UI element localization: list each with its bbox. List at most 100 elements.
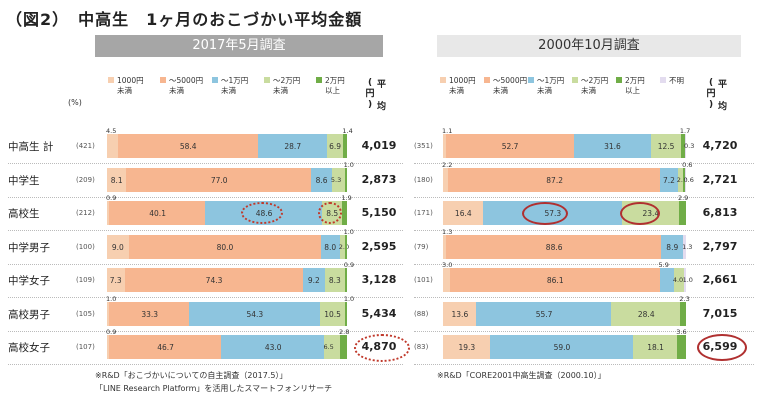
legend-swatch <box>264 77 270 83</box>
legend-label: ～1万円 未満 <box>221 76 248 96</box>
highlight-ring <box>354 334 410 362</box>
row-label: 高校男子 <box>8 308 50 321</box>
row-divider <box>8 297 403 298</box>
stacked-bar: 4.5 58.4 28.7 6.9 1.4 <box>106 127 353 158</box>
yen-close-paren: ) <box>708 100 714 110</box>
row-sample-size: (105) <box>76 309 95 318</box>
bar-segment <box>257 134 327 158</box>
row-divider <box>8 163 403 164</box>
right-survey-header: 2000年10月調査 <box>437 35 741 57</box>
stacked-bar: 13.6 55.7 28.4 2.3 <box>443 295 690 326</box>
row-divider <box>8 196 403 198</box>
bar-segment <box>117 134 258 158</box>
note-right-1: ※R&D「CORE2001中高生調査（2000.10）」 <box>437 371 606 380</box>
segment-value-label: 58.4 <box>179 142 197 151</box>
bar-segment <box>324 335 341 359</box>
segment-value-label: 1.3 <box>682 242 693 251</box>
segment-value-label: 9.2 <box>307 276 320 285</box>
bar-segment <box>109 335 222 359</box>
bar-segment <box>344 167 347 192</box>
bar-segment <box>446 234 662 259</box>
row-divider <box>414 196 754 198</box>
segment-value-label: 13.6 <box>451 309 469 319</box>
segment-value-label: 55.7 <box>535 309 553 319</box>
row-sample-size: (83) <box>414 343 429 351</box>
row-label: 高校女子 <box>8 342 50 354</box>
bar-segment <box>443 167 449 192</box>
row-sample-size: (109) <box>76 276 95 284</box>
bar-segment <box>189 301 320 326</box>
row-label: 中高生 計 <box>8 141 54 153</box>
legend-label: 1000円 未満 <box>449 76 476 96</box>
legend-label: ～5000円 未満 <box>169 76 203 96</box>
average-value: 6,813 <box>702 206 738 219</box>
segment-value-label: 1.0 <box>343 294 355 303</box>
bar-segment <box>107 234 129 259</box>
bar-segment <box>611 301 681 326</box>
avg-header-left: 平 均 <box>377 80 389 113</box>
bar-segment <box>344 268 347 292</box>
bar-segment <box>107 134 118 158</box>
bar-segment <box>302 268 325 292</box>
segment-value-label: 0.9 <box>343 261 355 269</box>
segment-value-label: 3.6 <box>676 328 687 336</box>
legend-swatch <box>440 77 446 83</box>
row-divider <box>414 364 754 365</box>
average-value: 2,595 <box>361 239 397 253</box>
row-sample-size: (79) <box>414 242 429 251</box>
bar-segment <box>443 335 490 359</box>
segment-value-label: 9.0 <box>111 242 124 252</box>
bar-segment <box>344 301 348 326</box>
segment-value-label: 1.0 <box>343 227 354 236</box>
segment-value-label: 52.7 <box>501 142 519 151</box>
row-sample-size: (421) <box>76 142 95 150</box>
row-sample-size: (171) <box>414 209 433 217</box>
segment-value-label: 6.5 <box>323 343 334 351</box>
legend-swatch <box>160 77 166 83</box>
bar-segment <box>124 268 303 292</box>
segment-value-label: 7.3 <box>109 276 122 285</box>
legend-label-line1: ～1万円 <box>537 76 565 85</box>
bar-segment <box>677 335 686 359</box>
segment-value-label: 0.9 <box>106 194 117 202</box>
segment-value-label: 28.7 <box>284 142 302 151</box>
row-sample-size: (101) <box>414 276 433 284</box>
segment-value-label: 33.3 <box>141 309 159 319</box>
segment-value-label: 1.1 <box>442 127 453 135</box>
bar-segment <box>343 134 347 158</box>
legend-label-line2: 未満 <box>449 86 464 95</box>
segment-value-label: 4.0 <box>672 276 684 284</box>
segment-value-label: 28.4 <box>637 309 655 319</box>
stacked-bar: 1.3 88.6 8.9 1.3 <box>442 228 692 259</box>
bar-segment <box>311 167 332 192</box>
avg-header-right: 平 均 <box>718 80 730 113</box>
segment-value-label: 88.6 <box>545 242 563 252</box>
bar-segment <box>448 167 661 192</box>
note-left-1: ※R&D「おこづかいについての自主調査（2017.5）」 <box>95 371 288 380</box>
legend-label: 1000円 未満 <box>117 76 144 96</box>
bar-segment <box>107 335 110 359</box>
segment-value-label: 1.7 <box>679 127 691 135</box>
row-divider <box>414 297 754 298</box>
avg-char-2: 均 <box>377 102 387 112</box>
avg-char-1: 平 <box>377 80 387 90</box>
segment-value-label: 12.5 <box>657 142 675 151</box>
legend-swatch <box>316 77 322 83</box>
bar-segment <box>339 234 345 259</box>
legend-swatch <box>108 77 114 83</box>
bar-segment <box>450 268 660 292</box>
bar-segment <box>660 167 678 192</box>
legend-label-line2: 未満 <box>221 86 236 95</box>
average-value: 2,873 <box>361 172 397 186</box>
bar-segment <box>128 234 321 259</box>
segment-value-label: 59.0 <box>553 343 571 352</box>
legend-label-line1: 1000円 <box>117 76 144 85</box>
average-value: 2,797 <box>702 239 738 253</box>
average-value: 4,019 <box>361 139 397 152</box>
legend-label-line1: ～2万円 <box>273 76 301 85</box>
bar-segment <box>683 167 685 192</box>
segment-value-label: 74.3 <box>205 276 223 285</box>
legend-label-line1: 不明 <box>669 76 684 85</box>
bar-segment <box>677 167 684 192</box>
legend-label-line2: 未満 <box>117 86 132 95</box>
